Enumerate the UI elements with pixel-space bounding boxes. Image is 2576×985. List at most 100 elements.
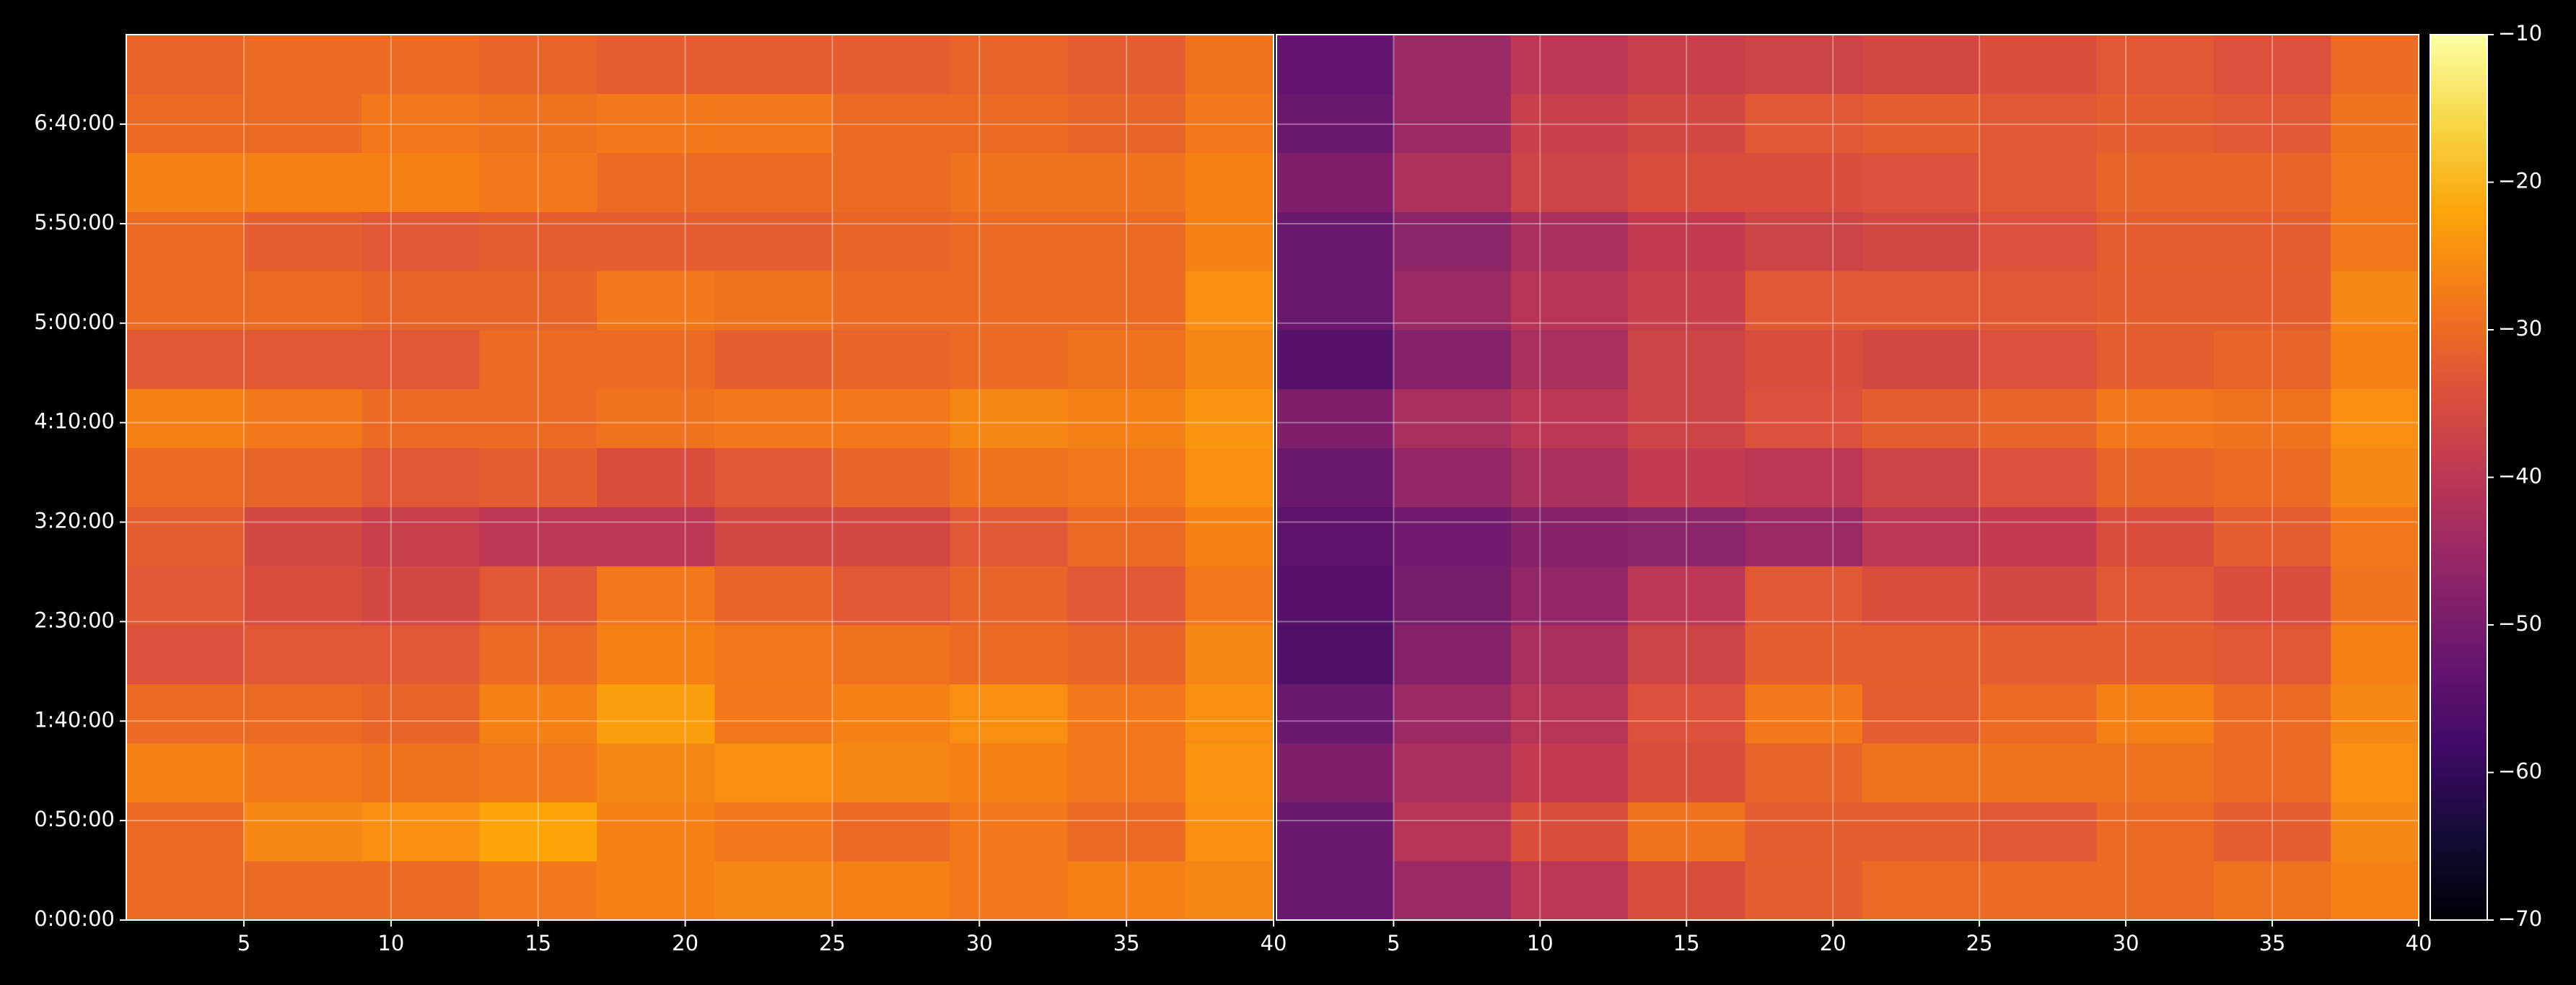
heatmap-cell xyxy=(479,802,597,862)
heatmap-cell xyxy=(2096,625,2214,685)
heatmap-cell xyxy=(1745,271,1863,330)
x-tick-label: 25 xyxy=(1966,931,1993,955)
heatmap-cell xyxy=(1979,93,2098,154)
heatmap-cell xyxy=(1745,93,1863,154)
heatmap-cell xyxy=(2331,743,2419,802)
heatmap-cell xyxy=(832,861,951,920)
heatmap-cells xyxy=(1276,35,2419,920)
heatmap-cell xyxy=(126,388,245,449)
heatmap-cell xyxy=(479,388,597,449)
heatmap-cell xyxy=(1862,35,1980,95)
heatmap-cell xyxy=(1510,35,1629,95)
heatmap-cell xyxy=(597,271,715,330)
heatmap-cell xyxy=(1745,802,1863,862)
heatmap-cell xyxy=(1979,388,2098,449)
heatmap-cell xyxy=(1510,625,1629,685)
heatmap-cell xyxy=(1979,802,2098,862)
heatmap-cell xyxy=(1276,861,1394,920)
heatmap-cell xyxy=(1276,211,1394,271)
heatmap-cell xyxy=(479,330,597,390)
heatmap-cell xyxy=(244,802,362,862)
heatmap-cell xyxy=(1276,743,1394,802)
heatmap-cell xyxy=(1510,683,1629,744)
heatmap-cell xyxy=(244,447,362,507)
heatmap-cell xyxy=(1745,625,1863,685)
heatmap-cell xyxy=(1067,802,1186,862)
x-tick-label: 25 xyxy=(819,931,846,955)
x-tick-label: 15 xyxy=(1673,931,1700,955)
heatmap-cell xyxy=(714,152,833,212)
heatmap-cell xyxy=(2096,271,2214,330)
heatmap-cell xyxy=(597,861,715,920)
heatmap-cell xyxy=(1745,861,1863,920)
heatmap-cell xyxy=(2213,152,2331,212)
heatmap-cell xyxy=(244,93,362,154)
heatmap-cell xyxy=(1862,93,1980,154)
heatmap-cell xyxy=(1862,743,1980,802)
heatmap-cell xyxy=(1067,861,1186,920)
heatmap-cell xyxy=(2096,802,2214,862)
y-tick-label: 5:50:00 xyxy=(34,210,115,235)
heatmap-cell xyxy=(479,683,597,744)
heatmap-cell xyxy=(714,625,833,685)
heatmap-cell xyxy=(832,507,951,566)
heatmap-cell xyxy=(1510,507,1629,566)
colorbar-tick-label: −30 xyxy=(2498,316,2542,341)
plot-frame xyxy=(126,34,1274,921)
heatmap-cell xyxy=(2096,388,2214,449)
heatmap-cell xyxy=(1067,625,1186,685)
heatmap-cell xyxy=(1067,743,1186,802)
x-tick-label: 35 xyxy=(1113,931,1140,955)
heatmap-cell xyxy=(1067,271,1186,330)
heatmap-cell xyxy=(244,35,362,95)
heatmap-cell xyxy=(1628,35,1745,95)
heatmap-cell xyxy=(1067,566,1186,626)
x-tick-label: 5 xyxy=(237,931,250,955)
heatmap-cell xyxy=(1393,271,1512,330)
heatmap-cell xyxy=(1067,93,1186,154)
heatmap-cell xyxy=(714,447,833,507)
heatmap-cell xyxy=(126,743,245,802)
heatmap-cell xyxy=(362,271,480,330)
heatmap-cell xyxy=(1979,211,2098,271)
heatmap-cell xyxy=(1510,802,1629,862)
heatmap-cell xyxy=(1276,271,1394,330)
heatmap-cell xyxy=(1276,330,1394,390)
heatmap-cell xyxy=(479,566,597,626)
heatmap-cell xyxy=(714,93,833,154)
heatmap-cell xyxy=(950,743,1069,802)
heatmap-cell xyxy=(1979,447,2098,507)
heatmap-cell xyxy=(597,802,715,862)
heatmap-cell xyxy=(1862,152,1980,212)
heatmap-cell xyxy=(126,566,245,626)
heatmap-cell xyxy=(1276,447,1394,507)
y-tick-label: 3:20:00 xyxy=(34,509,115,533)
heatmap-cell xyxy=(597,566,715,626)
heatmap-cell xyxy=(1628,566,1745,626)
heatmap-cell xyxy=(2213,211,2331,271)
heatmap-cell xyxy=(1745,683,1863,744)
heatmap-cell xyxy=(1067,330,1186,390)
y-tick-label: 1:40:00 xyxy=(34,707,115,732)
heatmap-cell xyxy=(2213,743,2331,802)
heatmap-cell xyxy=(1862,271,1980,330)
heatmap-cell xyxy=(1185,388,1274,449)
heatmap-cell xyxy=(2213,625,2331,685)
heatmap-cell xyxy=(362,683,480,744)
heatmap-cell xyxy=(244,743,362,802)
heatmap-cell xyxy=(2213,35,2331,95)
heatmap-cell xyxy=(362,152,480,212)
heatmap-cell xyxy=(950,271,1069,330)
heatmap-cell xyxy=(597,152,715,212)
heatmap-cell xyxy=(1185,683,1274,744)
heatmap-cell xyxy=(1862,447,1980,507)
heatmap-cell xyxy=(2331,152,2419,212)
y-tick-label: 2:30:00 xyxy=(34,608,115,632)
heatmap-cell xyxy=(1862,388,1980,449)
heatmap-cell xyxy=(2096,152,2214,212)
heatmap-cell xyxy=(950,388,1069,449)
heatmap-cell xyxy=(2096,35,2214,95)
heatmap-cell xyxy=(479,507,597,566)
heatmap-cell xyxy=(1628,802,1745,862)
heatmap-cell xyxy=(1745,388,1863,449)
